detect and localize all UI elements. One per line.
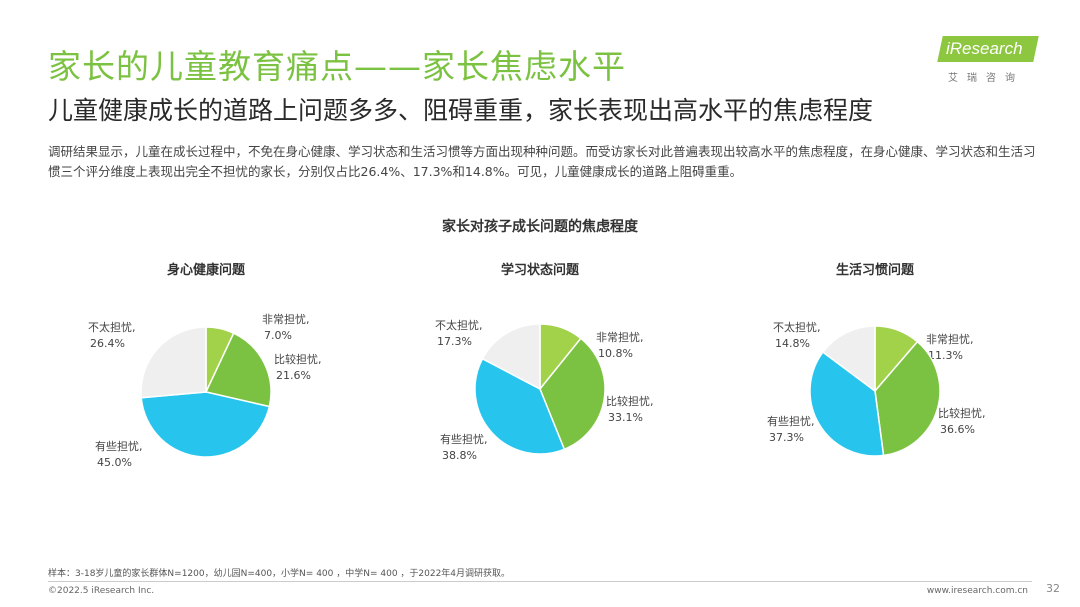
slice-label-relatively-worried: 比较担忧, — [938, 406, 986, 420]
pie-slice-not-worried — [821, 325, 876, 393]
slice-label-very-worried: 非常担忧, — [262, 312, 310, 326]
slice-value-very-worried: 11.3% — [928, 349, 963, 362]
slice-value-not-worried: 17.3% — [437, 335, 472, 348]
slice-label-very-worried: 非常担忧, — [596, 330, 644, 344]
slice-label-not-worried: 不太担忧, — [435, 318, 483, 332]
slice-label-somewhat-worried: 有些担忧, — [95, 439, 143, 453]
slice-value-relatively-worried: 36.6% — [940, 423, 975, 436]
pie-slice-somewhat-worried — [140, 391, 271, 458]
slice-label-somewhat-worried: 有些担忧, — [767, 414, 815, 428]
slice-label-somewhat-worried: 有些担忧, — [440, 432, 488, 446]
chart-title: 家长对孩子成长问题的焦虑程度 — [442, 219, 638, 235]
slice-label-relatively-worried: 比较担忧, — [274, 352, 322, 366]
slice-value-not-worried: 26.4% — [90, 337, 125, 350]
slice-value-somewhat-worried: 38.8% — [442, 449, 477, 462]
logo-name: iResearch — [946, 39, 1023, 58]
page-subtitle: 儿童健康成长的道路上问题多多、阻碍重重，家长表现出高水平的焦虑程度 — [48, 96, 874, 125]
slice-value-relatively-worried: 33.1% — [608, 411, 643, 424]
page-title: 家长的儿童教育痛点——家长焦虑水平 — [48, 47, 626, 86]
iresearch-logo: iResearch 艾瑞咨询 — [937, 34, 1040, 86]
slice-value-somewhat-worried: 45.0% — [97, 456, 132, 469]
pie-slice-relatively-worried — [539, 337, 606, 451]
slice-label-very-worried: 非常担忧, — [926, 332, 974, 346]
pie-slice-relatively-worried — [874, 340, 941, 457]
pie-slice-somewhat-worried — [809, 351, 885, 457]
slice-label-not-worried: 不太担忧, — [88, 320, 136, 334]
logo-subtitle: 艾瑞咨询 — [948, 73, 1024, 84]
page-number: 32 — [1046, 582, 1060, 595]
pie-slice-not-worried — [481, 323, 541, 391]
website-url: www.iresearch.com.cn — [926, 586, 1028, 596]
slice-value-very-worried: 7.0% — [264, 329, 292, 342]
sample-note: 样本：3-18岁儿童的家长群体N=1200，幼儿园N=400，小学N= 400 … — [48, 569, 511, 579]
footer-divider — [48, 581, 1032, 582]
pie-slice-relatively-worried — [204, 332, 272, 408]
pie-slice-not-worried — [140, 326, 207, 399]
pie-title-2: 学习状态问题 — [501, 262, 580, 278]
slice-value-very-worried: 10.8% — [598, 347, 633, 360]
copyright: ©2022.5 iResearch Inc. — [48, 586, 155, 596]
pie-title-1: 身心健康问题 — [167, 262, 246, 278]
description-text: 调研结果显示，儿童在成长过程中，不免在身心健康、学习状态和生活习惯等方面出现种种… — [48, 144, 1036, 179]
slice-label-not-worried: 不太担忧, — [773, 320, 821, 334]
slice-value-relatively-worried: 21.6% — [276, 369, 311, 382]
pie-slice-somewhat-worried — [474, 357, 566, 455]
slice-value-somewhat-worried: 37.3% — [769, 431, 804, 444]
slice-label-relatively-worried: 比较担忧, — [606, 394, 654, 408]
pie-title-3: 生活习惯问题 — [836, 262, 915, 278]
slice-value-not-worried: 14.8% — [775, 337, 810, 350]
